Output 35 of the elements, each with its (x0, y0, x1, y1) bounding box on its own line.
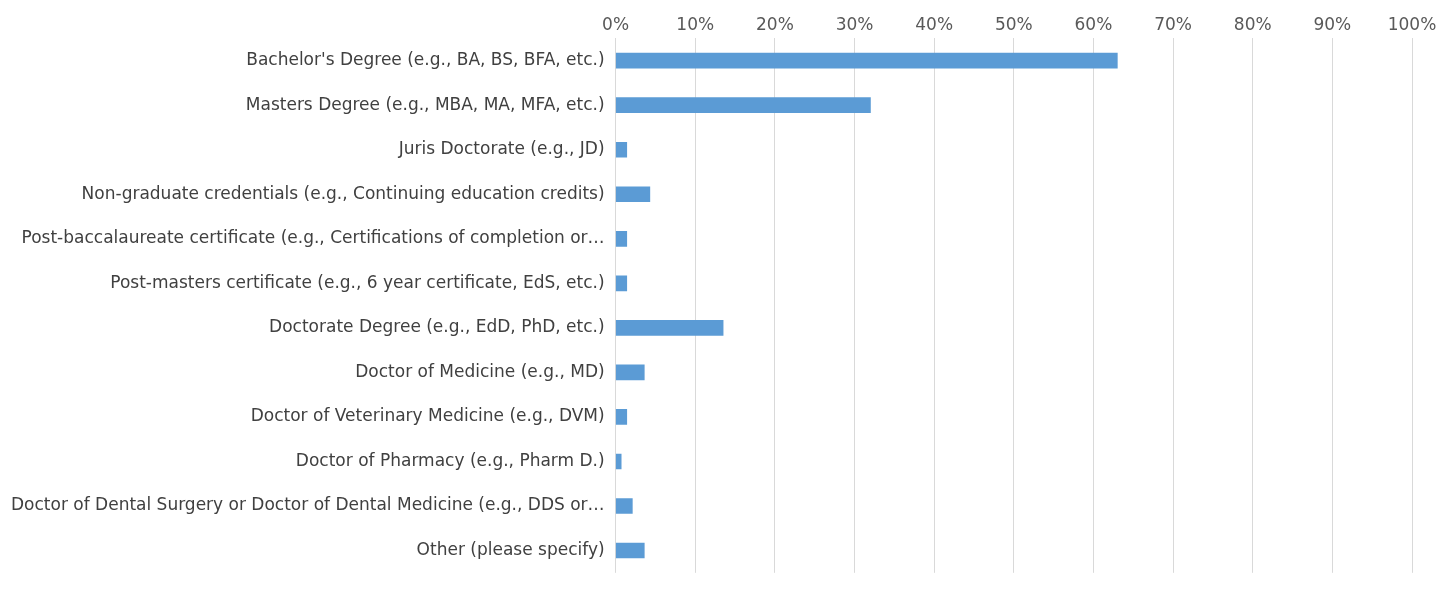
bar (615, 97, 871, 114)
y-tick-label: Doctor of Veterinary Medicine (e.g., DVM) (250, 405, 605, 426)
bar (615, 409, 628, 425)
y-tick-label: Doctor of Dental Surgery or Doctor of Dental Medicine (e.g., DDS or… (11, 494, 605, 515)
bar (615, 141, 628, 158)
x-tick-label: 40% (915, 13, 954, 34)
x-tick-label: 90% (1313, 13, 1352, 34)
y-tick-label: Non-graduate credentials (e.g., Continuing education credits) (81, 182, 605, 203)
y-tick-label: Bachelor's Degree (e.g., BA, BS, BFA, etc.) (246, 49, 605, 70)
y-tick-label: Masters Degree (e.g., MBA, MA, MFA, etc.) (245, 93, 605, 114)
x-tick-label: 60% (1074, 13, 1113, 34)
bar (615, 364, 645, 381)
y-tick-label: Other (please specify) (416, 538, 605, 559)
y-tick-label: Post-masters certificate (e.g., 6 year certificate, EdS, etc.) (110, 271, 605, 292)
y-tick-label: Doctor of Pharmacy (e.g., Pharm D.) (295, 449, 605, 470)
bar (615, 275, 628, 292)
bar (615, 498, 633, 514)
x-tick-label: 100% (1387, 13, 1437, 34)
x-tick-label: 20% (755, 13, 794, 34)
bar (615, 453, 622, 470)
x-tick-label: 70% (1154, 13, 1192, 34)
y-tick-label: Doctor of Medicine (e.g., MD) (355, 360, 605, 381)
y-tick-label: Doctorate Degree (e.g., EdD, PhD, etc.) (269, 316, 605, 337)
x-tick-label: 0% (602, 13, 630, 34)
y-tick-label: Post-baccalaureate certificate (e.g., Certifications of completion or… (21, 227, 605, 248)
x-tick-label: 30% (835, 13, 874, 34)
bar (615, 230, 628, 247)
bar (615, 52, 1118, 69)
x-tick-label: 50% (994, 13, 1033, 34)
y-tick-label: Juris Doctorate (e.g., JD) (397, 138, 605, 159)
bar (615, 186, 651, 203)
x-tick-label: 80% (1233, 13, 1272, 34)
bar (615, 542, 645, 559)
bar (615, 320, 724, 336)
x-tick-label: 10% (676, 13, 715, 34)
